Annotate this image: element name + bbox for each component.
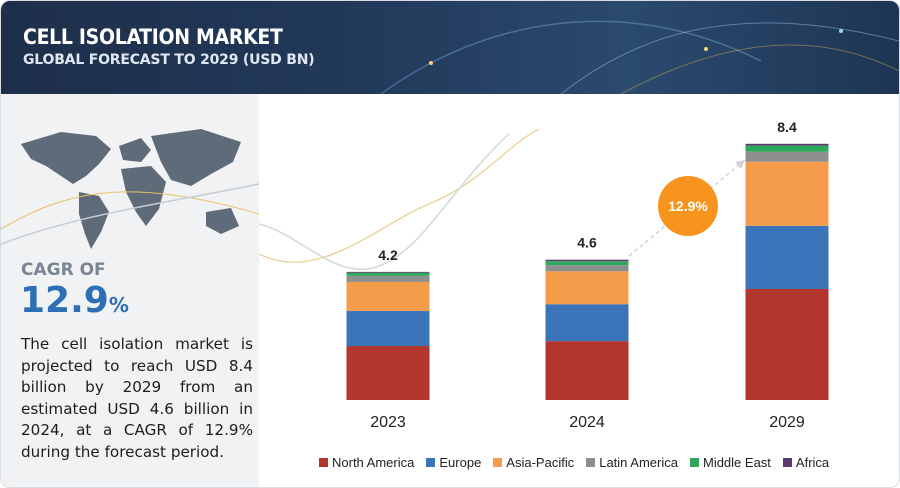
bar-segment (545, 271, 629, 305)
legend-item: Africa (782, 455, 830, 470)
bar-segment (545, 304, 629, 342)
bar-segment (545, 261, 629, 266)
decor-curve (560, 22, 899, 94)
cagr-value: 12.9% (20, 280, 129, 321)
x-tick-label: 2023 (370, 414, 406, 431)
legend-item: Latin America (586, 455, 678, 470)
legend-item: Europe (426, 455, 481, 470)
legend-item: Middle East (689, 455, 771, 470)
decor-curve (1, 183, 259, 245)
bar-segment (545, 341, 629, 400)
decor-dot (704, 47, 708, 51)
legend-swatch (782, 458, 792, 467)
decor-dot (839, 29, 843, 33)
bar-segment (745, 288, 829, 400)
legend-swatch (426, 458, 436, 467)
subtitle: GLOBAL FORECAST TO 2029 (USD BN) (23, 52, 315, 68)
legend-label: North America (332, 455, 415, 470)
x-tick-label: 2029 (769, 414, 805, 431)
legend-item: Asia-Pacific (493, 455, 574, 470)
bar-segment (745, 143, 829, 146)
bar-segment (745, 145, 829, 152)
cagr-badge-label: 12.9% (668, 198, 708, 214)
bar-segment (346, 271, 430, 273)
bar-segment (745, 161, 829, 226)
bar-segment (346, 272, 430, 276)
total-label: 4.2 (378, 247, 398, 263)
bar-segment (745, 151, 829, 162)
chart: 4.2 2023 4.6 2024 8.4 2029 12.9% (259, 119, 829, 431)
map-asia (151, 129, 241, 186)
legend-swatch (689, 458, 699, 467)
legend-label: Africa (795, 455, 830, 470)
cagr-number: 12.9 (20, 280, 109, 321)
decor-curve (259, 133, 510, 271)
decor-curve (380, 20, 762, 94)
bar-segment (346, 281, 430, 311)
title: CELL ISOLATION MARKET (23, 25, 283, 49)
legend-swatch (586, 458, 596, 467)
header: CELL ISOLATION MARKET GLOBAL FORECAST TO… (1, 1, 899, 94)
decor-curve (620, 44, 899, 94)
legend-label: Europe (439, 455, 482, 470)
legend-swatch (319, 458, 328, 467)
bar-segment (745, 225, 829, 289)
cagr-unit: % (108, 293, 129, 317)
world-map (1, 129, 259, 249)
cagr-badge (658, 176, 718, 236)
legend: North America Europe Asia-Pacific Latin Ame… (319, 455, 829, 470)
map-north-america (21, 132, 111, 184)
map-europe (119, 138, 151, 162)
cagr-label: CAGR OF (21, 260, 106, 280)
x-tick-label: 2024 (569, 414, 605, 431)
legend-label: Asia-Pacific (506, 455, 575, 470)
growth-arrow-head (735, 160, 745, 169)
header-decoration (380, 20, 899, 94)
legend-label: Latin America (599, 455, 678, 470)
legend-swatch (493, 458, 503, 467)
total-label: 4.6 (577, 235, 597, 251)
bar-segment (545, 265, 629, 272)
map-australia (206, 208, 239, 234)
legend-item: North America (319, 455, 414, 470)
bar-segment (346, 346, 430, 400)
map-africa (121, 166, 166, 226)
bar-segment (545, 259, 629, 262)
total-label: 8.4 (777, 119, 797, 135)
legend-label: Middle East (702, 455, 771, 470)
description: The cell isolation market is projected t… (21, 335, 253, 461)
map-south-america (79, 192, 109, 249)
summary-panel: CAGR OF 12.9% The cell isolation market … (1, 94, 259, 487)
bar-segment (346, 275, 430, 282)
decor-curve (259, 128, 540, 263)
decor-curve (1, 191, 259, 230)
bar-segment (346, 310, 430, 347)
decor-dot (429, 61, 433, 65)
